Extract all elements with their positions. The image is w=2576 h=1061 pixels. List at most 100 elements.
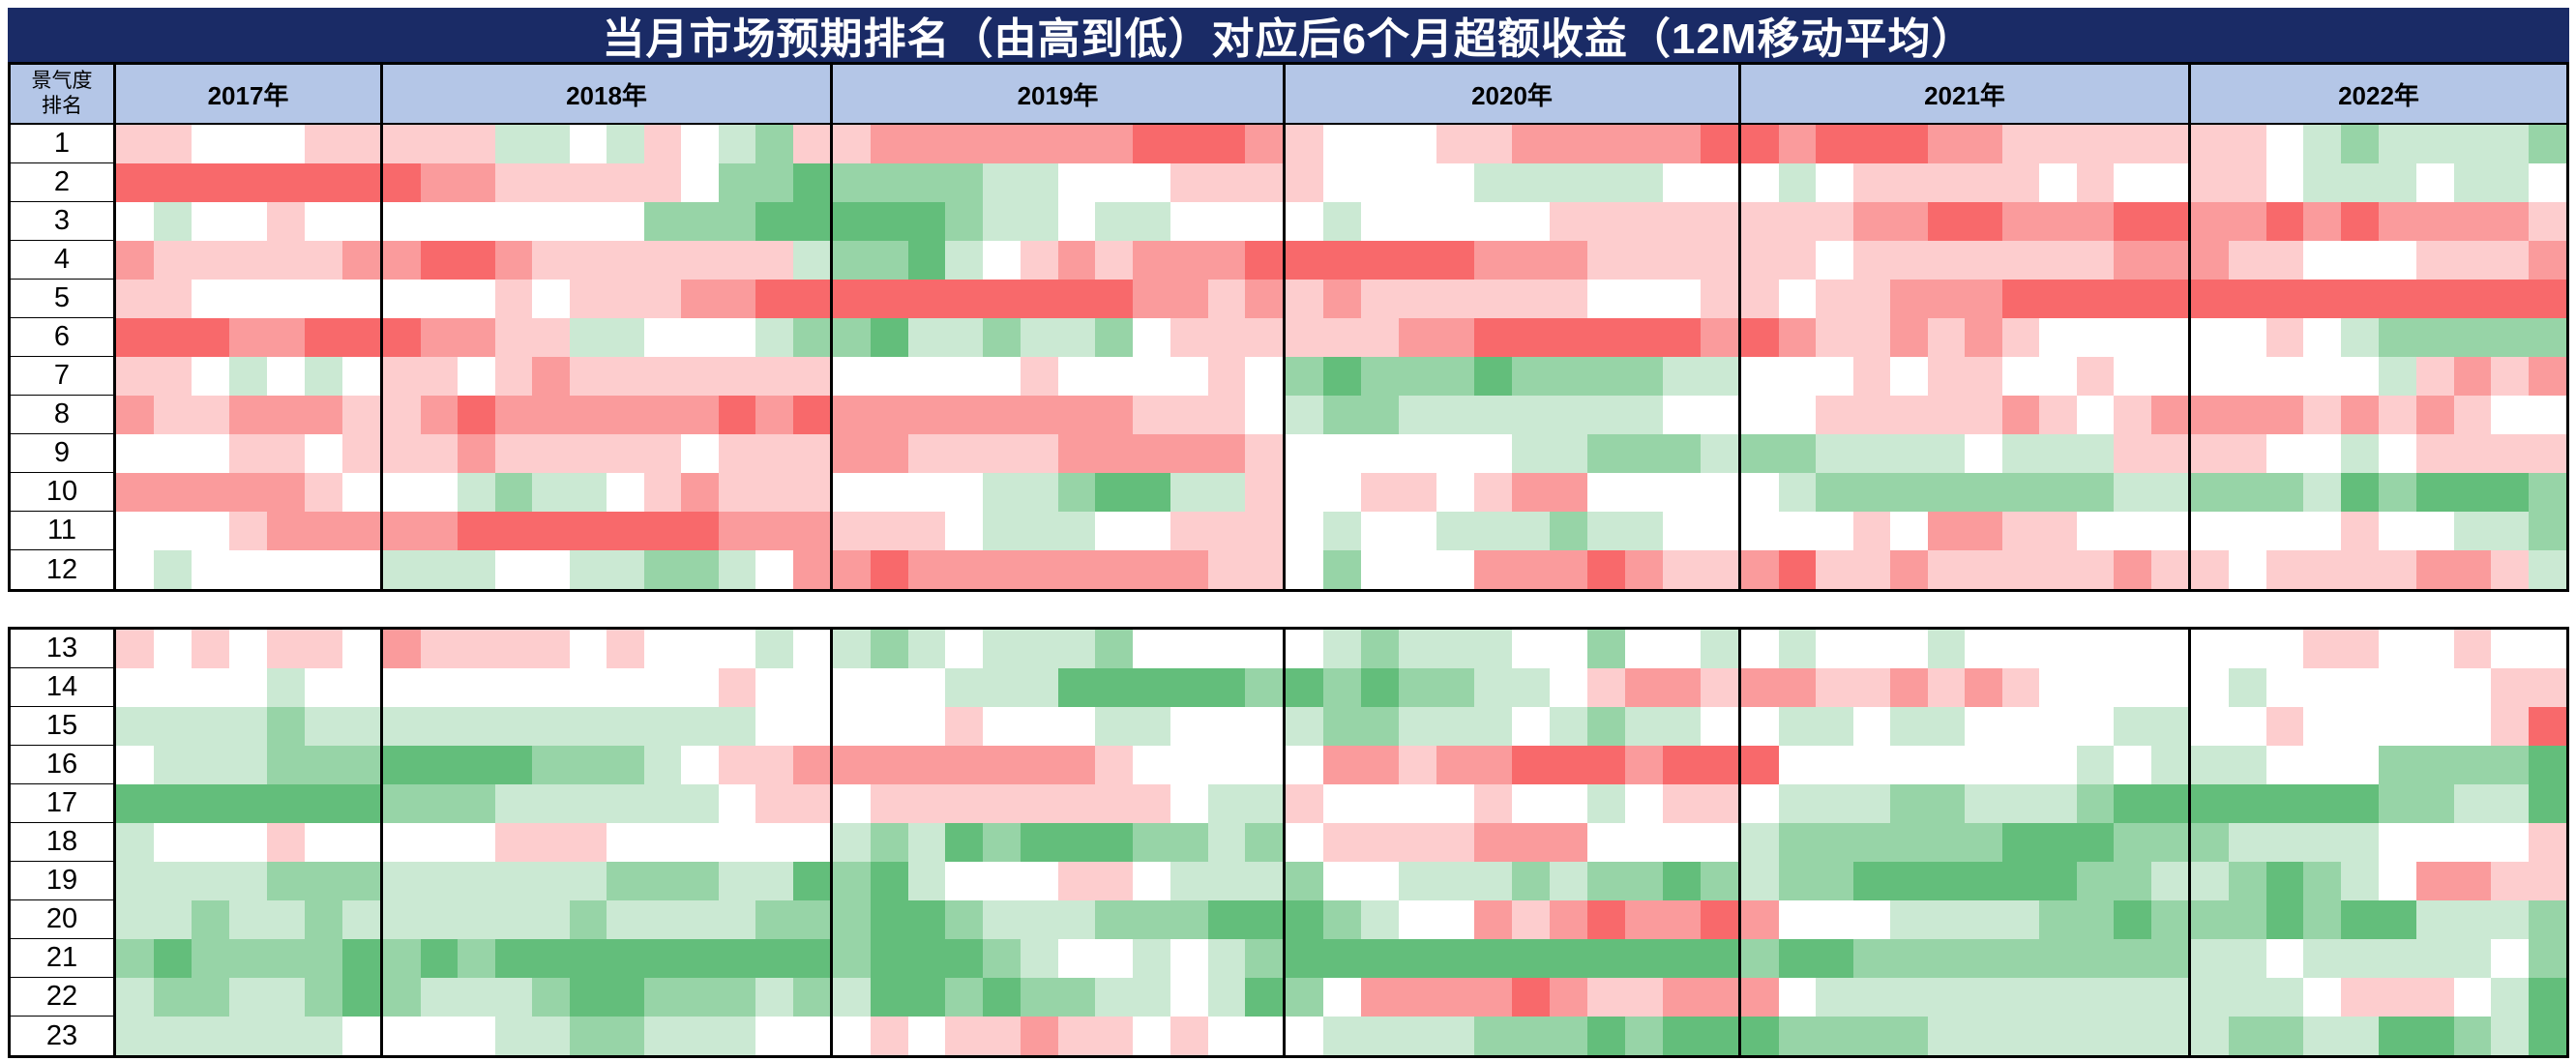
heatmap-cell: [2001, 707, 2039, 746]
heatmap-cell: [1550, 202, 1587, 241]
heatmap-cell: [154, 241, 192, 280]
heatmap-cell: [116, 512, 154, 550]
heatmap-cell: [643, 357, 681, 396]
heatmap-cell: [2039, 357, 2077, 396]
heatmap-cell: [305, 746, 342, 784]
heatmap-cell: [1965, 125, 2002, 163]
heatmap-cell: [420, 784, 458, 823]
heatmap-cell: [458, 630, 495, 668]
heatmap-cell: [1133, 202, 1170, 241]
heatmap-cell: [383, 241, 421, 280]
heatmap-cell: [681, 939, 719, 978]
heatmap-cell: [792, 862, 830, 900]
heatmap-cell: [494, 668, 532, 707]
heatmap-cell: [983, 434, 1021, 473]
heatmap-cell: [192, 280, 229, 318]
heatmap-cell: [267, 396, 305, 434]
heatmap-cell: [1965, 550, 2002, 589]
heatmap-cell: [154, 396, 192, 434]
heatmap-cell: [1474, 163, 1512, 202]
heatmap-cell: [1852, 473, 1890, 512]
heatmap-cell: [267, 630, 305, 668]
heatmap-cell: [1701, 784, 1738, 823]
heatmap-cell: [681, 668, 719, 707]
heatmap-cell: [1816, 357, 1853, 396]
heatmap-cell: [2303, 202, 2342, 241]
heatmap-cell: [229, 746, 267, 784]
year-group: [1738, 668, 2188, 707]
heatmap-cell: [1512, 900, 1550, 939]
heatmap-cell: [305, 473, 342, 512]
heatmap-cell: [1474, 939, 1512, 978]
heatmap-cell: [116, 668, 154, 707]
heatmap-cell: [2453, 978, 2492, 1017]
heatmap-cell: [681, 512, 719, 550]
heatmap-cell: [1170, 396, 1208, 434]
heatmap-cell: [1587, 746, 1625, 784]
heatmap-cell: [383, 396, 421, 434]
heatmap-cell: [2228, 241, 2266, 280]
heatmap-cell: [1587, 784, 1625, 823]
heatmap-cell: [2453, 630, 2492, 668]
heatmap-cell: [1852, 1017, 1890, 1055]
heatmap-cell: [2076, 125, 2114, 163]
heatmap-cell: [1286, 707, 1323, 746]
year-group: [380, 125, 830, 163]
heatmap-cell: [1474, 202, 1512, 241]
heatmap-cell: [342, 746, 380, 784]
heatmap-cell: [154, 318, 192, 357]
heatmap-cell: [342, 280, 380, 318]
heatmap-cell: [1020, 900, 1058, 939]
heatmap-cell: [154, 280, 192, 318]
heatmap-cell: [1512, 707, 1550, 746]
heatmap-cell: [1741, 241, 1779, 280]
year-header-label: 2019年: [1017, 80, 1099, 110]
heatmap-cell: [792, 241, 830, 280]
year-group: [1738, 512, 2188, 550]
heatmap-cell: [1625, 125, 1663, 163]
heatmap-cell: [2378, 280, 2416, 318]
heatmap-cell: [1852, 396, 1890, 434]
heatmap-cell: [2415, 512, 2454, 550]
heatmap-cell: [907, 978, 946, 1017]
heatmap-cell: [420, 978, 458, 1017]
heatmap-cell: [1741, 434, 1779, 473]
heatmap-cell: [945, 434, 983, 473]
heatmap-cell: [833, 668, 871, 707]
heatmap-cell: [1361, 668, 1399, 707]
heatmap-cell: [1778, 280, 1816, 318]
heatmap-cell: [420, 1017, 458, 1055]
heatmap-cell: [833, 746, 871, 784]
heatmap-cell: [1512, 357, 1550, 396]
chart-title: 当月市场预期排名（由高到低）对应后6个月超额收益（12M移动平均）: [602, 15, 1975, 63]
heatmap-cell: [2415, 318, 2454, 357]
heatmap-cell: [945, 550, 983, 589]
heatmap-cell: [2150, 318, 2188, 357]
heatmap-cell: [1890, 823, 1928, 862]
heatmap-cell: [383, 707, 421, 746]
heatmap-cell: [569, 512, 607, 550]
heatmap-row: 14: [11, 668, 2566, 707]
heatmap-cell: [229, 202, 267, 241]
year-group: [380, 202, 830, 241]
heatmap-cell: [2039, 473, 2077, 512]
year-group: [2188, 746, 2566, 784]
heatmap-cell: [383, 784, 421, 823]
heatmap-cell: [229, 241, 267, 280]
heatmap-cell: [983, 280, 1021, 318]
heatmap-cell: [1286, 939, 1323, 978]
heatmap-cell: [1207, 163, 1246, 202]
heatmap-cell: [643, 668, 681, 707]
heatmap-cell: [945, 163, 983, 202]
heatmap-cell: [267, 784, 305, 823]
heatmap-cell: [2228, 939, 2266, 978]
heatmap-cell: [1778, 318, 1816, 357]
heatmap-cell: [1436, 241, 1474, 280]
rank-label: 12: [11, 550, 113, 589]
rank-label: 16: [11, 746, 113, 784]
heatmap-cell: [792, 280, 830, 318]
year-group: [2188, 396, 2566, 434]
heatmap-cell: [2529, 125, 2566, 163]
heatmap-cell: [945, 318, 983, 357]
heatmap-cell: [1436, 125, 1474, 163]
